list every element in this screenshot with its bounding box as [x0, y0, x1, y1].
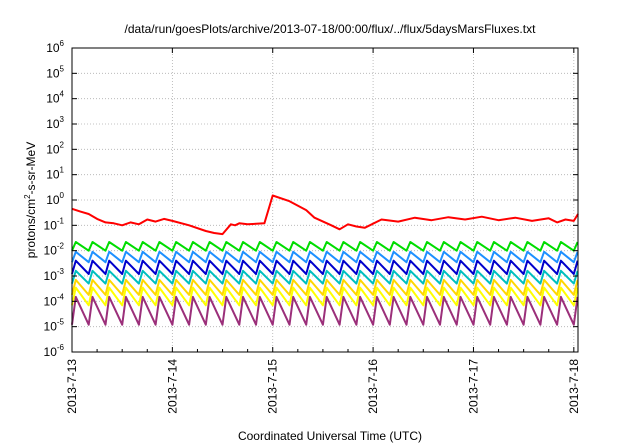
y-axis-label-base: protons/cm — [24, 199, 38, 258]
series-line-7 — [71, 286, 579, 307]
y-tick-label: 10-3 — [44, 267, 65, 283]
y-tick-label: 10-4 — [44, 292, 65, 308]
series-line-4 — [71, 259, 579, 275]
y-tick-label: 10-5 — [44, 318, 65, 334]
series-line-1 — [71, 194, 579, 236]
y-axis-label-sup: 2 — [23, 194, 32, 199]
x-axis-label: Coordinated Universal Time (UTC) — [238, 429, 422, 443]
x-tick-label: 2013-7-18 — [567, 359, 581, 414]
y-axis-label-rest: -s-sr-MeV — [24, 142, 38, 195]
x-tick-labels: 2013-7-13 2013-7-14 2013-7-15 2013-7-16 2013… — [65, 359, 581, 414]
y-tick-label: 10-6 — [44, 343, 65, 359]
y-tick-label: 106 — [46, 39, 64, 55]
series-group — [71, 194, 579, 326]
y-tick-label: 102 — [46, 140, 64, 156]
y-tick-label: 10-2 — [44, 242, 65, 258]
y-tick-label: 101 — [46, 166, 64, 182]
series-line-3 — [71, 250, 579, 264]
axes — [71, 47, 579, 353]
chart-title: /data/run/goesPlots/archive/2013-07-18/0… — [125, 22, 537, 36]
y-tick-label: 105 — [46, 64, 64, 80]
series-line-8 — [71, 295, 579, 326]
x-tick-label: 2013-7-14 — [165, 359, 179, 414]
y-tick-label: 104 — [46, 90, 64, 106]
series-line-6 — [71, 278, 579, 296]
x-tick-label: 2013-7-15 — [266, 359, 280, 414]
y-tick-label: 10-1 — [44, 216, 65, 232]
series-line-2 — [71, 241, 579, 252]
x-tick-label: 2013-7-13 — [65, 359, 79, 414]
plot-frame — [71, 47, 579, 353]
y-tick-labels: 10-6 10-5 10-4 10-3 10-2 10-1 100 101 102 103 104 1… — [44, 39, 65, 359]
y-tick-label: 100 — [46, 191, 64, 207]
series-line-5 — [71, 269, 579, 285]
y-tick-label: 103 — [46, 115, 64, 131]
x-tick-label: 2013-7-16 — [366, 359, 380, 414]
y-axis-label: protons/cm2-s-sr-MeV — [23, 142, 38, 258]
x-tick-label: 2013-7-17 — [466, 359, 480, 414]
